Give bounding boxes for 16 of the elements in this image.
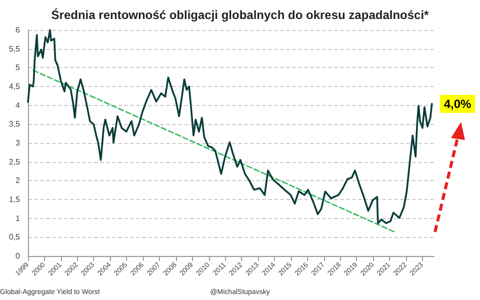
- y-tick-label: 0: [16, 252, 21, 260]
- annotation: 4,0%: [444, 96, 472, 111]
- y-tick-label: 5: [16, 63, 21, 72]
- y-tick-label: 1: [16, 214, 21, 223]
- y-tick-label: 0,5: [8, 232, 21, 242]
- y-tick-label: 3,5: [8, 120, 21, 129]
- line-series: [27, 29, 433, 224]
- y-tick-label: 2,5: [8, 157, 21, 166]
- chart-title: Średnia rentowność obligacji globalnych do okresu zapadalności*: [51, 8, 430, 22]
- y-tick-label: 5,5: [8, 44, 21, 54]
- y-tick-label: 1,5: [8, 195, 21, 204]
- y-tick-label: 2: [16, 176, 21, 186]
- y-tick-label: 6: [16, 26, 21, 34]
- y-tick-label: 4,5: [8, 82, 21, 91]
- y-tick-label: 4: [16, 100, 21, 110]
- y-tick-label: 3: [16, 138, 21, 148]
